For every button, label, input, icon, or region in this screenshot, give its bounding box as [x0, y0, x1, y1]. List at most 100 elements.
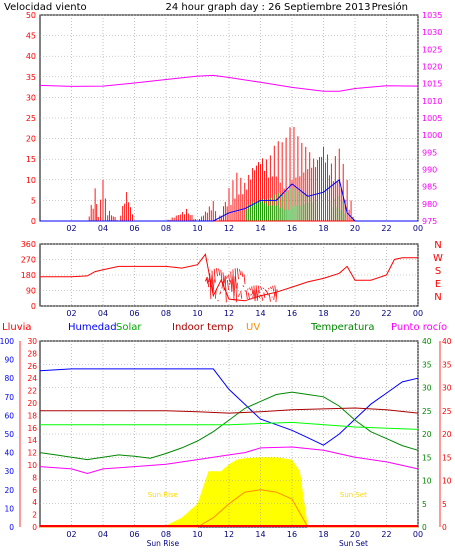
sunset-axis-label: Sun Set: [339, 539, 368, 548]
series-indoor-temp: [40, 407, 419, 414]
dir-xtick: 06: [129, 309, 139, 318]
legend-rocio: Punto rocío: [391, 321, 447, 333]
wind-xtick: 02: [66, 224, 76, 233]
direction-jitter: [224, 275, 227, 303]
wind-xtick: 16: [287, 224, 297, 233]
direction-jitter: [239, 269, 242, 276]
direction-jitter: [261, 294, 264, 301]
direction-jitter: [274, 285, 277, 297]
direction-jitter: [255, 285, 258, 299]
direction-jitter: [213, 268, 216, 283]
legend-uv: UV: [246, 322, 260, 333]
wind-ytick-left: 35: [26, 73, 36, 82]
wind-xtick: 10: [192, 224, 202, 233]
rain-ytick: 16: [27, 424, 37, 433]
direction-jitter: [260, 286, 262, 290]
direction-jitter: [211, 270, 214, 294]
direction-jitter: [259, 294, 261, 299]
rain-ytick: 28: [27, 349, 37, 358]
humidity-ytick: 90: [4, 356, 14, 365]
wind-ytick-left: 30: [26, 93, 36, 102]
sunrise-axis-label: Sun Rise: [147, 539, 180, 548]
temp-ytick: 10: [422, 477, 432, 486]
dir-xtick: 14: [255, 309, 265, 318]
direction-jitter: [222, 272, 225, 291]
wind-xtick: 18: [318, 224, 328, 233]
wind-ytick-left: 10: [26, 176, 36, 185]
dir-ytick: 360: [21, 240, 36, 249]
uv-ytick: 0: [442, 523, 447, 532]
temp-xtick: 04: [98, 530, 108, 539]
dir-ytick: 0: [31, 302, 36, 311]
rain-ytick: 12: [27, 449, 37, 458]
uv-ytick: 30: [442, 384, 452, 393]
legend-indoor: Indoor temp: [172, 322, 233, 333]
direction-jitter: [270, 286, 272, 290]
temp-humidity-panel: 02 04 06 08 10 12 14 16 18 20 22 001009080706050403…: [0, 337, 452, 548]
wind-direction-panel: 02 04 06 08 10 12 14 16 18 20 22 00360270180900NWSE…: [21, 240, 443, 318]
direction-jitter: [247, 292, 250, 300]
legend-temperatura: Temperatura: [310, 322, 375, 333]
humidity-ytick: 80: [4, 374, 14, 383]
direction-jitter: [273, 291, 276, 301]
rain-ytick: 14: [27, 436, 37, 445]
uv-ytick: 40: [442, 337, 452, 346]
dir-xtick: 12: [224, 309, 234, 318]
direction-jitter: [252, 289, 255, 299]
rain-ytick: 26: [27, 362, 37, 371]
wind-pressure-panel: 02 04 06 08 10 12 14 16 18 20 22 005045403530252015…: [26, 11, 443, 233]
direction-jitter: [249, 287, 251, 291]
wind-ytick-left: 50: [26, 11, 36, 20]
direction-jitter: [225, 275, 228, 279]
rain-ytick: 8: [32, 473, 37, 482]
pressure-title: Presión: [372, 1, 408, 13]
direction-jitter: [219, 291, 222, 295]
uv-ytick: 10: [442, 477, 452, 486]
direction-jitter: [238, 293, 240, 297]
direction-jitter: [212, 279, 215, 293]
direction-jitter: [235, 282, 238, 303]
dir-xtick: 22: [381, 309, 391, 318]
dir-compass-label: E: [435, 279, 441, 290]
wind-xtick: 06: [129, 224, 139, 233]
wind-xtick: 14: [255, 224, 265, 233]
direction-jitter: [275, 289, 278, 303]
solar-area: [40, 457, 418, 527]
rain-ytick: 4: [32, 498, 37, 507]
pressure-ytick-right: 975: [422, 217, 437, 226]
wind-xtick: 00: [413, 224, 423, 233]
pressure-ytick-right: 995: [422, 148, 437, 157]
wind-xtick: 22: [381, 224, 391, 233]
dir-compass-label: S: [435, 266, 441, 277]
direction-jitter: [217, 300, 219, 302]
dir-xtick: 08: [161, 309, 171, 318]
direction-jitter: [221, 281, 224, 289]
temp-ytick: 5: [422, 500, 427, 509]
direction-jitter: [218, 268, 221, 276]
humidity-ytick: 70: [4, 393, 14, 402]
rain-ytick: 30: [27, 337, 37, 346]
wind-ytick-left: 20: [26, 135, 36, 144]
direction-jitter: [242, 285, 245, 288]
uv-ytick: 5: [442, 500, 447, 509]
wind-title: Velocidad viento: [4, 2, 87, 13]
dir-ytick: 180: [21, 271, 36, 280]
wind-xtick: 08: [161, 224, 171, 233]
direction-jitter: [254, 288, 257, 302]
direction-jitter: [227, 279, 229, 290]
dir-ytick: 90: [26, 287, 36, 296]
wind-ytick-left: 45: [26, 32, 36, 41]
wind-ytick-left: 25: [26, 114, 36, 123]
direction-jitter: [228, 274, 231, 282]
direction-jitter: [210, 275, 213, 288]
dir-xtick: 20: [350, 309, 360, 318]
dir-ytick: 270: [21, 256, 36, 265]
temp-xtick: 12: [224, 530, 234, 539]
pressure-ytick-right: 1005: [422, 114, 442, 123]
rain-ytick: 10: [27, 461, 37, 470]
direction-jitter: [251, 286, 254, 295]
pressure-line: [39, 74, 419, 92]
temp-ytick: 25: [422, 407, 432, 416]
temp-ytick: 20: [422, 430, 432, 439]
uv-ytick: 35: [442, 360, 452, 369]
